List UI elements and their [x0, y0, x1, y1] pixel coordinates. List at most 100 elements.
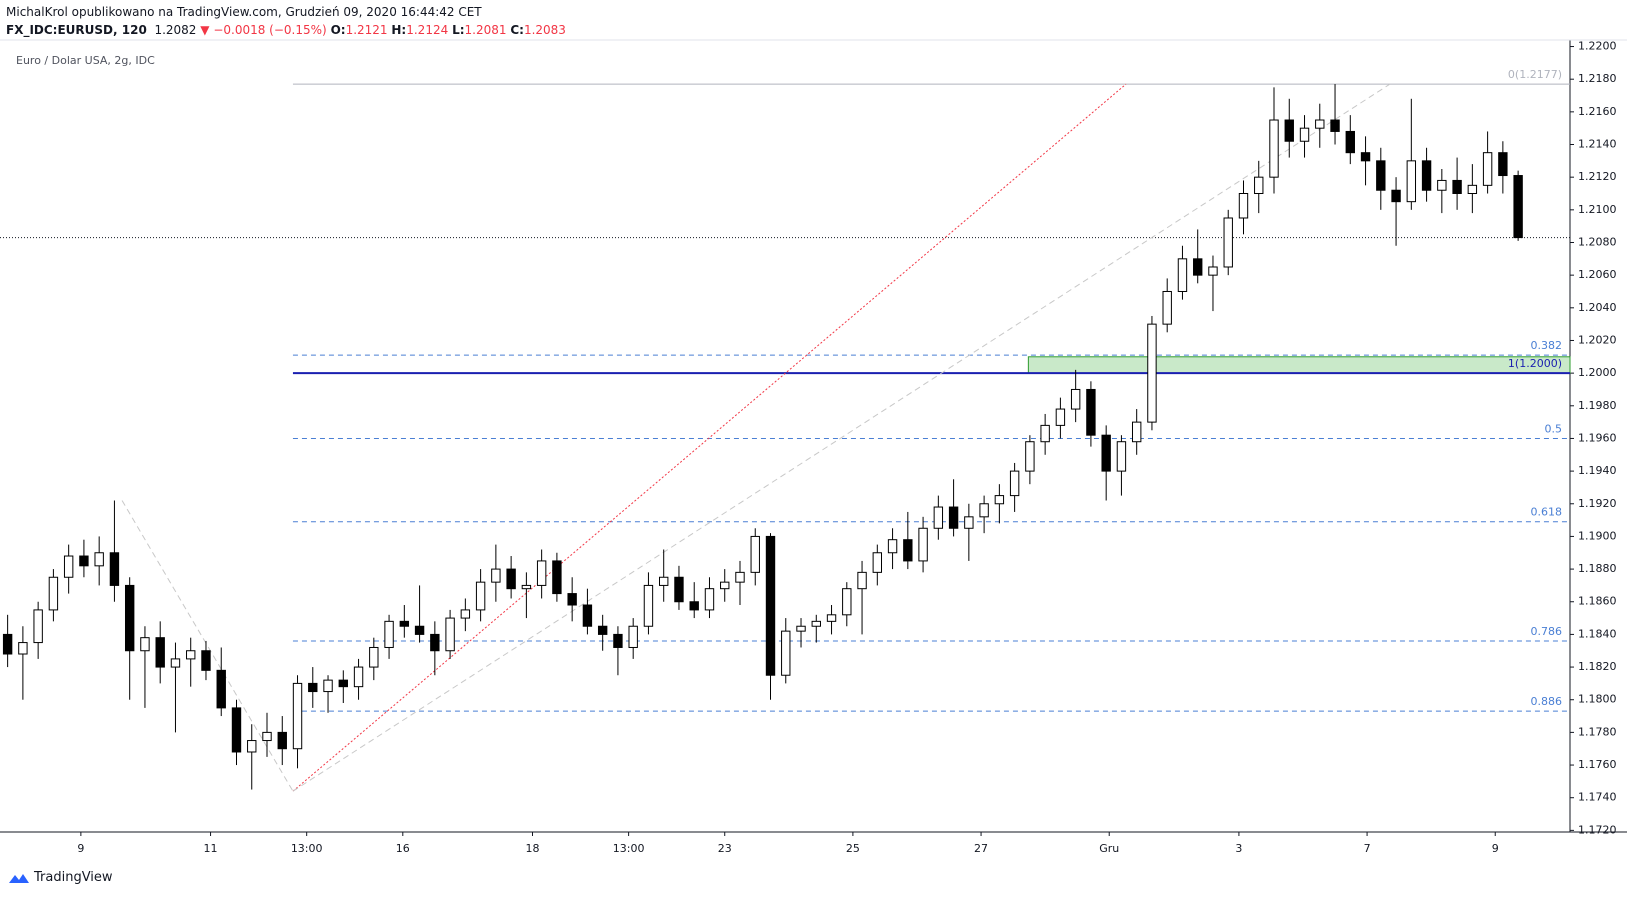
- y-tick-label: 1.1900: [1578, 529, 1617, 542]
- y-tick-label: 1.2180: [1578, 72, 1617, 85]
- open: 1.2121: [345, 23, 388, 37]
- candle-body: [903, 539, 913, 562]
- candle-body: [430, 633, 440, 652]
- candle-body: [79, 555, 89, 567]
- candle-body: [781, 630, 791, 676]
- candle-body: [1330, 119, 1340, 132]
- candle-body: [475, 581, 486, 611]
- y-tick-label: 1.1980: [1578, 399, 1617, 412]
- trendline: [292, 83, 1127, 792]
- candle-body: [1513, 175, 1523, 239]
- legend: Euro / Dolar USA, 2g, IDC: [16, 54, 155, 67]
- candle-body: [140, 637, 150, 652]
- candle-body: [1406, 160, 1417, 203]
- candle-body: [1208, 266, 1218, 276]
- candle-body: [643, 584, 654, 627]
- x-tick-label: 7: [1364, 842, 1371, 855]
- logo-text: TradingView: [34, 870, 113, 885]
- y-tick-label: 1.1860: [1578, 595, 1617, 608]
- y-tick-label: 1.2120: [1578, 170, 1617, 183]
- y-tick-label: 1.1940: [1578, 464, 1617, 477]
- candle-body: [399, 620, 410, 627]
- candle-body: [262, 731, 272, 742]
- footer: TradingView: [8, 870, 113, 885]
- arrow: ▼: [200, 23, 210, 37]
- candle-body: [231, 707, 242, 753]
- candle-body: [659, 576, 669, 586]
- candle-body: [796, 625, 806, 632]
- candle-body: [811, 620, 821, 627]
- candle-body: [765, 535, 776, 676]
- fib-label: 0(1.2177): [1508, 68, 1562, 81]
- quote-line: FX_IDC:EURUSD, 120 1.2082 ▼ −0.0018 (−0.…: [6, 21, 566, 39]
- candle-body: [933, 506, 944, 529]
- y-tick-label: 1.2060: [1578, 268, 1617, 281]
- candle-body: [1269, 119, 1279, 178]
- y-tick-label: 1.1740: [1578, 791, 1617, 804]
- fib-label: 0.786: [1531, 625, 1563, 638]
- candle-body: [1299, 127, 1310, 142]
- candle-body: [1055, 408, 1066, 426]
- candle-body: [857, 571, 867, 590]
- candle-body: [1025, 441, 1035, 472]
- candle-body: [1147, 323, 1157, 423]
- x-tick-label: 9: [1492, 842, 1499, 855]
- candle-body: [247, 740, 257, 753]
- publish-line: MichalKrol opublikowano na TradingView.c…: [6, 5, 482, 19]
- candle-body: [918, 527, 928, 562]
- candle-body: [292, 682, 303, 750]
- trendline: [121, 500, 294, 792]
- low: 1.2081: [464, 23, 507, 37]
- close: 1.2083: [523, 23, 566, 37]
- change: −0.0018 (−0.15%): [213, 23, 327, 37]
- candle-body: [94, 552, 104, 567]
- candle-body: [1376, 160, 1386, 191]
- y-tick-label: 1.1800: [1578, 693, 1617, 706]
- h-label: H:: [391, 23, 407, 37]
- high: 1.2124: [406, 23, 449, 37]
- y-tick-label: 1.1780: [1578, 725, 1617, 738]
- candle-body: [506, 568, 516, 590]
- x-tick-label: 3: [1235, 842, 1242, 855]
- candle-body: [1391, 189, 1401, 203]
- x-tick-label: 16: [396, 842, 410, 855]
- candle-body: [887, 539, 898, 554]
- candle-body: [1101, 434, 1111, 472]
- o-label: O:: [330, 23, 346, 37]
- x-tick-label: 13:00: [613, 842, 645, 855]
- candle-body: [948, 506, 959, 529]
- candle-body: [994, 495, 1005, 505]
- x-tick-label: 25: [846, 842, 860, 855]
- candle-body: [674, 576, 684, 603]
- candle-body: [1421, 160, 1432, 191]
- l-label: L:: [452, 23, 465, 37]
- candle-body: [1254, 176, 1264, 195]
- candle-body: [1162, 290, 1172, 325]
- candle-body: [964, 516, 974, 529]
- candle-body: [63, 555, 74, 578]
- candle-body: [750, 535, 760, 573]
- x-tick-label: 18: [525, 842, 539, 855]
- candle-body: [216, 669, 226, 709]
- candle-body: [582, 604, 593, 627]
- candle-body: [872, 552, 883, 573]
- x-tick-label: 13:00: [291, 842, 323, 855]
- candle-body: [1284, 119, 1294, 142]
- trendline: [292, 83, 1391, 792]
- candle-body: [353, 666, 364, 688]
- candle-body: [1116, 441, 1127, 472]
- candle-body: [1070, 388, 1081, 410]
- candle-body: [689, 601, 699, 611]
- candle-body: [1040, 424, 1050, 443]
- candle-body: [201, 650, 211, 671]
- candle-body: [613, 633, 623, 648]
- candle-body: [842, 588, 852, 616]
- candle-body: [109, 552, 120, 586]
- y-tick-label: 1.1820: [1578, 660, 1617, 673]
- candle-body: [536, 560, 547, 586]
- candle-body: [735, 571, 745, 583]
- candle-body: [979, 503, 989, 518]
- fib-label: 0.5: [1545, 422, 1563, 435]
